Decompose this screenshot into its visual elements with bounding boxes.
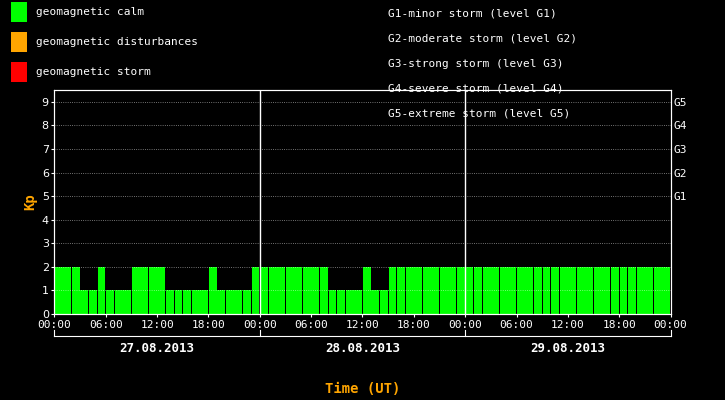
Bar [508,267,516,314]
Bar [123,290,131,314]
Bar [260,267,268,314]
Bar [568,267,576,314]
Text: G2-moderate storm (level G2): G2-moderate storm (level G2) [388,34,577,44]
Bar [389,267,397,314]
Bar [534,267,542,314]
Bar [200,290,208,314]
Bar [526,267,534,314]
Bar [423,267,431,314]
Bar [355,290,362,314]
Bar [97,267,105,314]
Bar [500,267,508,314]
Bar [141,267,148,314]
Bar [483,267,491,314]
Text: geomagnetic disturbances: geomagnetic disturbances [36,37,197,47]
Bar [286,267,294,314]
Bar [637,267,645,314]
Bar [89,290,97,314]
Bar [492,267,499,314]
Bar [431,267,439,314]
Bar [560,267,568,314]
Bar [277,267,285,314]
Bar [132,267,140,314]
Bar [542,267,550,314]
Bar [414,267,422,314]
Bar [191,290,199,314]
Bar [80,290,88,314]
Bar [303,267,311,314]
Bar [465,267,473,314]
Bar [645,267,653,314]
Bar [269,267,276,314]
Bar [337,290,345,314]
Bar [183,290,191,314]
Bar [577,267,584,314]
Y-axis label: Kp: Kp [23,194,38,210]
Bar [371,290,379,314]
Bar [54,267,62,314]
Bar [346,290,354,314]
Bar [328,290,336,314]
Bar [226,290,233,314]
Bar [294,267,302,314]
Bar [405,267,413,314]
Text: geomagnetic calm: geomagnetic calm [36,7,144,17]
Bar [166,290,174,314]
Bar [209,267,217,314]
Bar [602,267,610,314]
Text: G3-strong storm (level G3): G3-strong storm (level G3) [388,59,563,69]
Bar [551,267,559,314]
Text: G5-extreme storm (level G5): G5-extreme storm (level G5) [388,108,570,118]
Bar [663,267,671,314]
Bar [654,267,662,314]
Bar [611,267,619,314]
Bar [457,267,465,314]
Text: 27.08.2013: 27.08.2013 [120,342,194,354]
Bar [585,267,593,314]
Text: 29.08.2013: 29.08.2013 [531,342,605,354]
Bar [157,267,165,314]
Text: geomagnetic storm: geomagnetic storm [36,67,150,77]
Text: G1-minor storm (level G1): G1-minor storm (level G1) [388,9,557,19]
Bar [320,267,328,314]
Bar [252,267,260,314]
Bar [312,267,319,314]
Bar [380,290,388,314]
Bar [72,267,80,314]
Bar [594,267,602,314]
Text: G4-severe storm (level G4): G4-severe storm (level G4) [388,84,563,94]
Text: 28.08.2013: 28.08.2013 [325,342,400,354]
Bar [234,290,242,314]
Bar [440,267,448,314]
Bar [474,267,482,314]
Bar [149,267,157,314]
Bar [517,267,525,314]
Bar [620,267,627,314]
Bar [243,290,251,314]
Bar [63,267,71,314]
Bar [106,290,114,314]
Text: Time (UT): Time (UT) [325,382,400,396]
Bar [175,290,183,314]
Bar [115,290,123,314]
Bar [218,290,225,314]
Bar [449,267,456,314]
Bar [362,267,370,314]
Bar [397,267,405,314]
Bar [628,267,636,314]
